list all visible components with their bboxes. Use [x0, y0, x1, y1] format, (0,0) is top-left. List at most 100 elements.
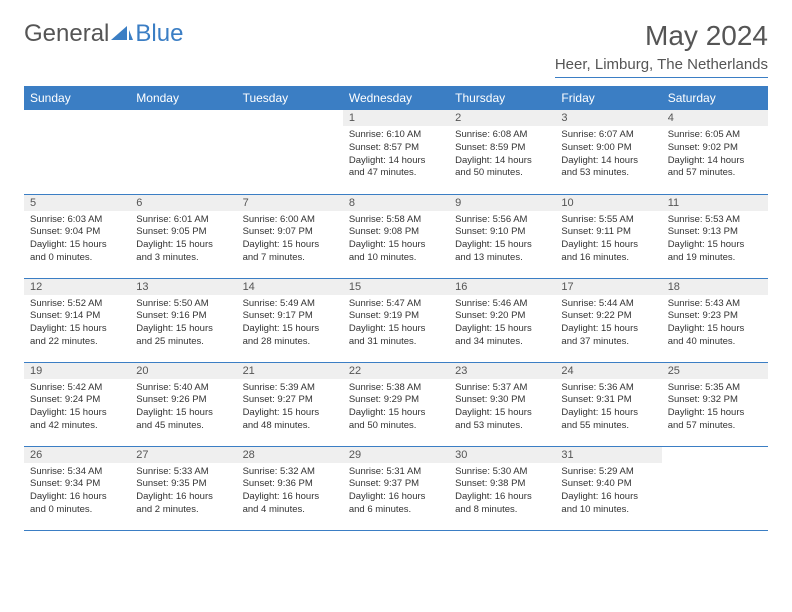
day-content: Sunrise: 5:52 AMSunset: 9:14 PMDaylight:… — [24, 295, 130, 353]
day-cell: 3Sunrise: 6:07 AMSunset: 9:00 PMDaylight… — [555, 110, 661, 194]
sunset-text: Sunset: 9:08 PM — [349, 226, 443, 239]
header: General Blue May 2024 Heer, Limburg, The… — [24, 20, 768, 78]
day-content: Sunrise: 5:30 AMSunset: 9:38 PMDaylight:… — [449, 463, 555, 521]
day-number: 30 — [449, 447, 555, 463]
daylight-text-1: Daylight: 15 hours — [349, 239, 443, 252]
day-number: 3 — [555, 110, 661, 126]
daylight-text-2: and 13 minutes. — [455, 252, 549, 265]
daylight-text-1: Daylight: 15 hours — [349, 407, 443, 420]
sunset-text: Sunset: 9:13 PM — [668, 226, 762, 239]
day-content: Sunrise: 5:50 AMSunset: 9:16 PMDaylight:… — [130, 295, 236, 353]
sunrise-text: Sunrise: 6:01 AM — [136, 214, 230, 227]
day-content: Sunrise: 5:34 AMSunset: 9:34 PMDaylight:… — [24, 463, 130, 521]
day-content: Sunrise: 5:31 AMSunset: 9:37 PMDaylight:… — [343, 463, 449, 521]
day-cell: 26Sunrise: 5:34 AMSunset: 9:34 PMDayligh… — [24, 446, 130, 530]
sunset-text: Sunset: 9:40 PM — [561, 478, 655, 491]
day-number: 12 — [24, 279, 130, 295]
day-cell: 7Sunrise: 6:00 AMSunset: 9:07 PMDaylight… — [237, 194, 343, 278]
day-content: Sunrise: 5:43 AMSunset: 9:23 PMDaylight:… — [662, 295, 768, 353]
daylight-text-2: and 3 minutes. — [136, 252, 230, 265]
daylight-text-1: Daylight: 15 hours — [30, 323, 124, 336]
day-header-wednesday: Wednesday — [343, 86, 449, 110]
sunset-text: Sunset: 9:22 PM — [561, 310, 655, 323]
day-cell: 24Sunrise: 5:36 AMSunset: 9:31 PMDayligh… — [555, 362, 661, 446]
day-number: 13 — [130, 279, 236, 295]
sunrise-text: Sunrise: 5:53 AM — [668, 214, 762, 227]
daylight-text-2: and 37 minutes. — [561, 336, 655, 349]
day-content: Sunrise: 5:33 AMSunset: 9:35 PMDaylight:… — [130, 463, 236, 521]
sunrise-text: Sunrise: 5:39 AM — [243, 382, 337, 395]
day-content: Sunrise: 5:36 AMSunset: 9:31 PMDaylight:… — [555, 379, 661, 437]
sunset-text: Sunset: 9:37 PM — [349, 478, 443, 491]
daylight-text-1: Daylight: 16 hours — [136, 491, 230, 504]
sunrise-text: Sunrise: 6:05 AM — [668, 129, 762, 142]
empty-cell — [24, 110, 130, 194]
sunset-text: Sunset: 9:16 PM — [136, 310, 230, 323]
daylight-text-2: and 0 minutes. — [30, 252, 124, 265]
daylight-text-2: and 57 minutes. — [668, 420, 762, 433]
sunrise-text: Sunrise: 5:47 AM — [349, 298, 443, 311]
daylight-text-2: and 50 minutes. — [349, 420, 443, 433]
sunrise-text: Sunrise: 5:35 AM — [668, 382, 762, 395]
sunset-text: Sunset: 9:36 PM — [243, 478, 337, 491]
day-content: Sunrise: 5:53 AMSunset: 9:13 PMDaylight:… — [662, 211, 768, 269]
logo-text-2: Blue — [135, 20, 183, 48]
day-content: Sunrise: 6:01 AMSunset: 9:05 PMDaylight:… — [130, 211, 236, 269]
daylight-text-2: and 42 minutes. — [30, 420, 124, 433]
week-row: 5Sunrise: 6:03 AMSunset: 9:04 PMDaylight… — [24, 194, 768, 278]
day-number: 21 — [237, 363, 343, 379]
day-content: Sunrise: 5:46 AMSunset: 9:20 PMDaylight:… — [449, 295, 555, 353]
day-number: 10 — [555, 195, 661, 211]
sunrise-text: Sunrise: 5:55 AM — [561, 214, 655, 227]
day-cell: 6Sunrise: 6:01 AMSunset: 9:05 PMDaylight… — [130, 194, 236, 278]
day-cell: 1Sunrise: 6:10 AMSunset: 8:57 PMDaylight… — [343, 110, 449, 194]
sunset-text: Sunset: 9:30 PM — [455, 394, 549, 407]
daylight-text-1: Daylight: 14 hours — [349, 155, 443, 168]
daylight-text-1: Daylight: 15 hours — [30, 239, 124, 252]
day-content: Sunrise: 5:44 AMSunset: 9:22 PMDaylight:… — [555, 295, 661, 353]
week-row: 1Sunrise: 6:10 AMSunset: 8:57 PMDaylight… — [24, 110, 768, 194]
daylight-text-2: and 57 minutes. — [668, 167, 762, 180]
day-content: Sunrise: 5:37 AMSunset: 9:30 PMDaylight:… — [449, 379, 555, 437]
sunset-text: Sunset: 9:23 PM — [668, 310, 762, 323]
day-number: 31 — [555, 447, 661, 463]
day-cell: 19Sunrise: 5:42 AMSunset: 9:24 PMDayligh… — [24, 362, 130, 446]
day-cell: 9Sunrise: 5:56 AMSunset: 9:10 PMDaylight… — [449, 194, 555, 278]
day-cell: 4Sunrise: 6:05 AMSunset: 9:02 PMDaylight… — [662, 110, 768, 194]
day-number: 14 — [237, 279, 343, 295]
day-cell: 13Sunrise: 5:50 AMSunset: 9:16 PMDayligh… — [130, 278, 236, 362]
day-cell: 31Sunrise: 5:29 AMSunset: 9:40 PMDayligh… — [555, 446, 661, 530]
daylight-text-2: and 16 minutes. — [561, 252, 655, 265]
sunrise-text: Sunrise: 5:56 AM — [455, 214, 549, 227]
day-number: 25 — [662, 363, 768, 379]
day-cell: 16Sunrise: 5:46 AMSunset: 9:20 PMDayligh… — [449, 278, 555, 362]
day-number: 28 — [237, 447, 343, 463]
sunrise-text: Sunrise: 5:42 AM — [30, 382, 124, 395]
daylight-text-2: and 48 minutes. — [243, 420, 337, 433]
daylight-text-1: Daylight: 16 hours — [243, 491, 337, 504]
daylight-text-2: and 6 minutes. — [349, 504, 443, 517]
day-content: Sunrise: 5:40 AMSunset: 9:26 PMDaylight:… — [130, 379, 236, 437]
daylight-text-1: Daylight: 15 hours — [455, 407, 549, 420]
sunrise-text: Sunrise: 5:32 AM — [243, 466, 337, 479]
sunset-text: Sunset: 8:59 PM — [455, 142, 549, 155]
day-cell: 29Sunrise: 5:31 AMSunset: 9:37 PMDayligh… — [343, 446, 449, 530]
sunrise-text: Sunrise: 5:37 AM — [455, 382, 549, 395]
sunset-text: Sunset: 9:34 PM — [30, 478, 124, 491]
sunrise-text: Sunrise: 6:07 AM — [561, 129, 655, 142]
day-content: Sunrise: 5:55 AMSunset: 9:11 PMDaylight:… — [555, 211, 661, 269]
sunset-text: Sunset: 9:14 PM — [30, 310, 124, 323]
daylight-text-1: Daylight: 14 hours — [561, 155, 655, 168]
day-content: Sunrise: 5:56 AMSunset: 9:10 PMDaylight:… — [449, 211, 555, 269]
sunrise-text: Sunrise: 5:46 AM — [455, 298, 549, 311]
daylight-text-1: Daylight: 15 hours — [668, 239, 762, 252]
calendar-table: SundayMondayTuesdayWednesdayThursdayFrid… — [24, 86, 768, 531]
month-title: May 2024 — [555, 20, 768, 52]
day-number: 15 — [343, 279, 449, 295]
day-cell: 23Sunrise: 5:37 AMSunset: 9:30 PMDayligh… — [449, 362, 555, 446]
sunrise-text: Sunrise: 5:29 AM — [561, 466, 655, 479]
sunset-text: Sunset: 9:11 PM — [561, 226, 655, 239]
day-number: 26 — [24, 447, 130, 463]
day-header-row: SundayMondayTuesdayWednesdayThursdayFrid… — [24, 86, 768, 110]
empty-cell — [237, 110, 343, 194]
